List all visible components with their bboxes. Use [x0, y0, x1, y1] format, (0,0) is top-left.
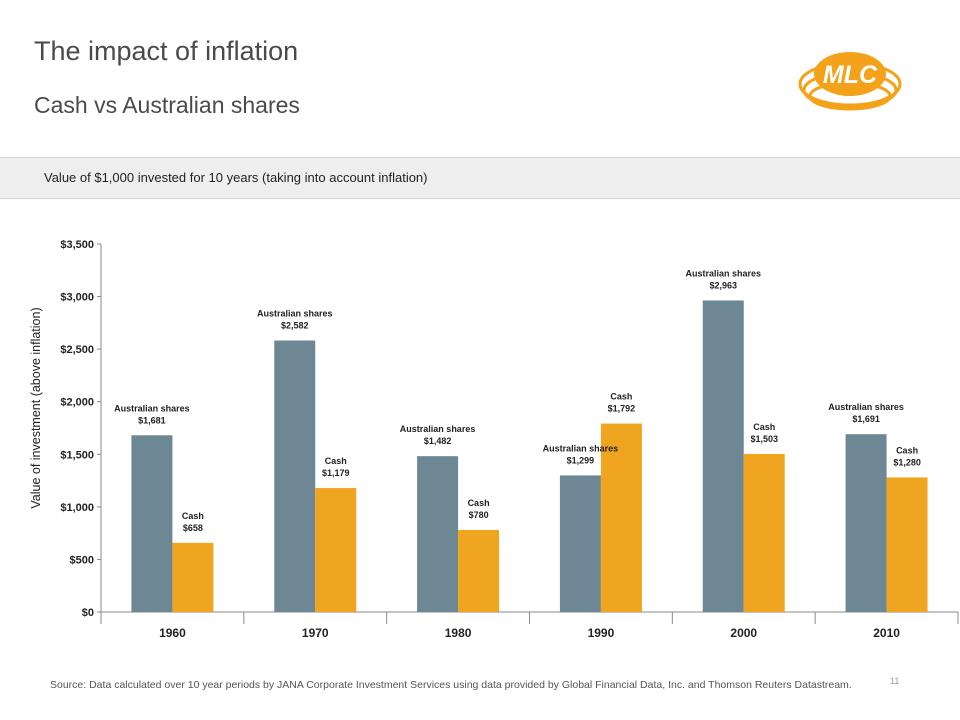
data-label-australian-shares: $1,681 [138, 415, 166, 425]
data-label-cash: $1,503 [750, 434, 778, 444]
bar-chart: $0 $500 $1,000 $1,500 $2,000 $2,500 $3,000 $3,5… [29, 239, 959, 640]
x-tick-label: 2010 [873, 626, 900, 640]
bar-australian-shares [131, 435, 173, 612]
x-tick-label: 1980 [445, 626, 472, 640]
x-tick-label: 1990 [588, 626, 615, 640]
data-label-australian-shares: $1,691 [852, 414, 880, 424]
x-tick-label: 1970 [302, 626, 329, 640]
slide-subtitle: Cash vs Australian shares [34, 92, 300, 118]
x-tick-label: 2000 [730, 626, 757, 640]
y-tick-label: $500 [70, 554, 94, 566]
bar-australian-shares [845, 434, 887, 612]
bar-cash [315, 488, 357, 612]
bar-cash [743, 453, 785, 612]
chart-banner: Value of $1,000 invested for 10 years (t… [0, 157, 960, 199]
data-label-cash: $1,792 [608, 404, 636, 414]
series-label-australian-shares: Australian shares [114, 403, 190, 413]
series-label-australian-shares: Australian shares [543, 443, 619, 453]
y-tick-label: $3,000 [60, 292, 94, 304]
data-label-australian-shares: $2,582 [281, 321, 309, 331]
y-axis-label: Value of investment (above inflation) [29, 307, 43, 508]
bars [131, 300, 928, 612]
slide-title: The impact of inflation [34, 36, 299, 66]
series-label-australian-shares: Australian shares [400, 424, 476, 434]
bar-australian-shares [274, 340, 316, 612]
y-tick-label: $2,000 [60, 397, 94, 409]
page-number: 11 [890, 676, 900, 686]
data-label-cash: $658 [183, 523, 203, 533]
series-label-cash: Cash [753, 422, 775, 432]
data-label-australian-shares: $2,963 [709, 280, 737, 290]
bar-cash [172, 542, 214, 612]
data-label-cash: $1,179 [322, 468, 350, 478]
series-label-cash: Cash [468, 498, 490, 508]
y-axis: $0 $500 $1,000 $1,500 $2,000 $2,500 $3,000 $3,5… [60, 239, 102, 619]
bar-labels: Australian shares $1,681 Cash $658 Australia… [114, 268, 921, 532]
mlc-logo: MLC [798, 52, 902, 111]
x-tick-label: 1960 [159, 626, 186, 640]
data-label-cash: $1,280 [893, 457, 921, 467]
bar-cash [886, 477, 928, 612]
series-label-cash: Cash [182, 511, 204, 521]
series-label-australian-shares: Australian shares [257, 309, 333, 319]
bar-cash [458, 529, 500, 612]
data-label-cash: $780 [469, 510, 489, 520]
data-label-australian-shares: $1,299 [567, 455, 595, 465]
y-tick-label: $1,000 [60, 502, 94, 514]
series-label-cash: Cash [610, 392, 632, 402]
y-tick-label: $1,500 [60, 449, 94, 461]
data-label-australian-shares: $1,482 [424, 436, 452, 446]
bar-australian-shares [702, 300, 744, 612]
bar-australian-shares [559, 475, 601, 612]
bar-australian-shares [417, 456, 459, 612]
source-note: Source: Data calculated over 10 year per… [50, 679, 852, 691]
series-label-australian-shares: Australian shares [828, 402, 904, 412]
y-tick-label: $0 [82, 607, 94, 619]
series-label-cash: Cash [325, 456, 347, 466]
y-tick-label: $2,500 [60, 344, 94, 356]
banner-text: Value of $1,000 invested for 10 years (t… [44, 170, 428, 185]
series-label-australian-shares: Australian shares [685, 268, 761, 278]
y-tick-label: $3,500 [60, 239, 94, 251]
bar-cash [600, 423, 642, 612]
series-label-cash: Cash [896, 445, 918, 455]
x-axis: 1960 1970 1980 1990 2000 2010 [100, 611, 959, 640]
logo-text: MLC [823, 61, 878, 89]
